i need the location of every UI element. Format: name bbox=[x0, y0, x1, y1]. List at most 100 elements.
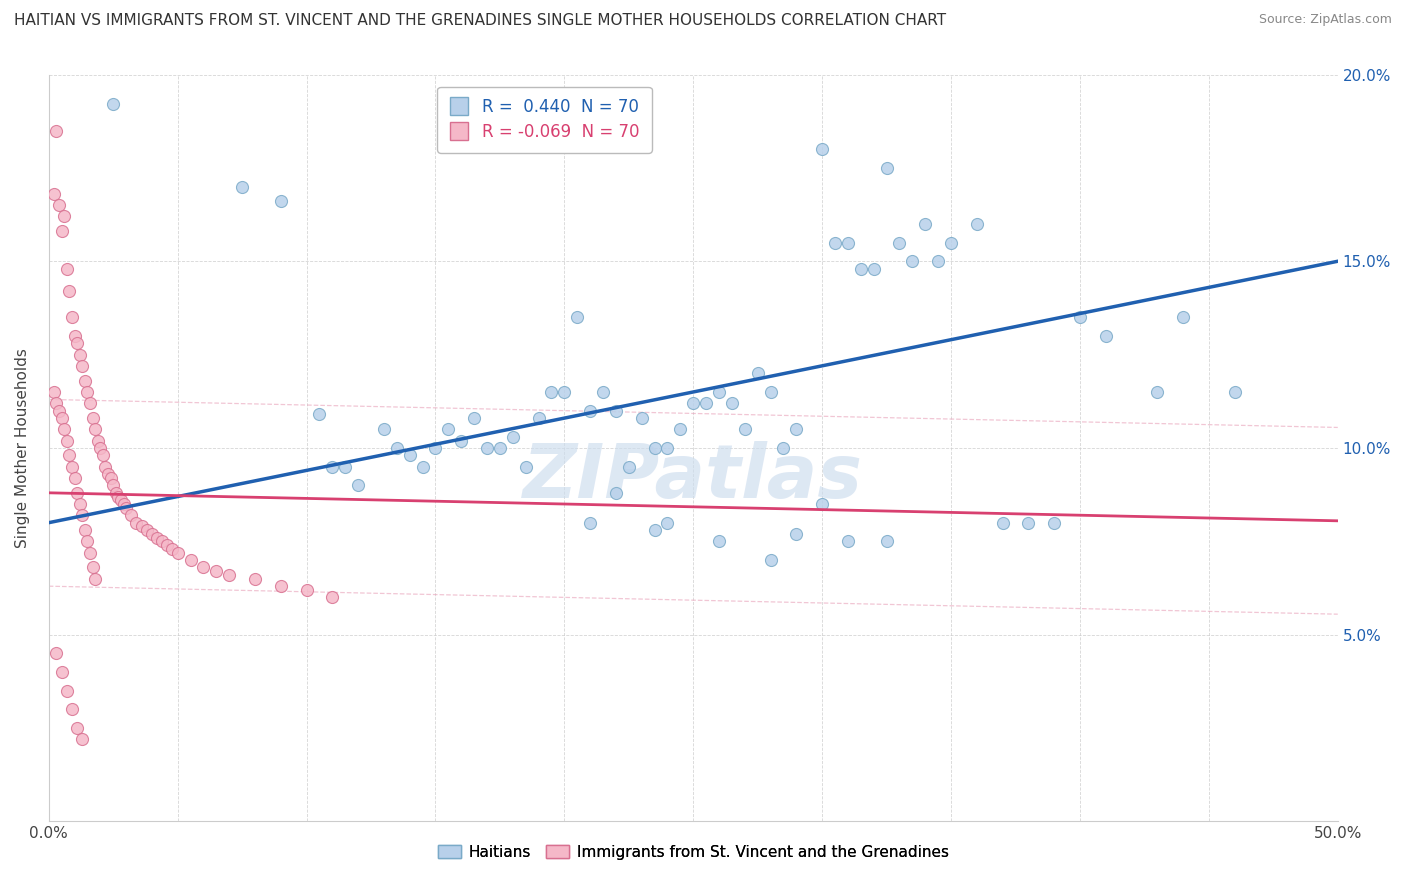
Point bbox=[540, 384, 562, 399]
Point bbox=[69, 497, 91, 511]
Point bbox=[82, 560, 104, 574]
Point bbox=[243, 572, 266, 586]
Point bbox=[811, 142, 834, 156]
Point bbox=[837, 534, 859, 549]
Point bbox=[321, 459, 343, 474]
Point bbox=[84, 422, 107, 436]
Point bbox=[567, 310, 589, 325]
Point bbox=[914, 217, 936, 231]
Point bbox=[759, 384, 782, 399]
Point bbox=[51, 665, 73, 679]
Point bbox=[79, 545, 101, 559]
Text: ZIPatlas: ZIPatlas bbox=[523, 442, 863, 515]
Point bbox=[56, 261, 79, 276]
Point bbox=[1146, 384, 1168, 399]
Point bbox=[193, 560, 215, 574]
Point bbox=[97, 467, 120, 482]
Legend: Haitians, Immigrants from St. Vincent and the Grenadines: Haitians, Immigrants from St. Vincent an… bbox=[432, 838, 955, 866]
Point bbox=[605, 485, 627, 500]
Point bbox=[617, 459, 640, 474]
Point bbox=[515, 459, 537, 474]
Point bbox=[1171, 310, 1194, 325]
Point bbox=[72, 359, 94, 373]
Point bbox=[849, 261, 872, 276]
Point bbox=[63, 471, 86, 485]
Point bbox=[295, 582, 318, 597]
Y-axis label: Single Mother Households: Single Mother Households bbox=[15, 348, 30, 548]
Point bbox=[373, 422, 395, 436]
Point bbox=[84, 572, 107, 586]
Point bbox=[308, 408, 330, 422]
Point bbox=[51, 411, 73, 425]
Point bbox=[66, 485, 89, 500]
Point bbox=[125, 516, 148, 530]
Point bbox=[53, 210, 76, 224]
Point bbox=[56, 434, 79, 448]
Point bbox=[79, 396, 101, 410]
Point bbox=[437, 422, 460, 436]
Point bbox=[824, 235, 846, 250]
Point bbox=[120, 508, 142, 523]
Point bbox=[1069, 310, 1091, 325]
Point bbox=[162, 541, 184, 556]
Point bbox=[837, 235, 859, 250]
Point bbox=[58, 284, 80, 298]
Point bbox=[103, 478, 125, 492]
Point bbox=[141, 527, 163, 541]
Point bbox=[412, 459, 434, 474]
Text: HAITIAN VS IMMIGRANTS FROM ST. VINCENT AND THE GRENADINES SINGLE MOTHER HOUSEHOL: HAITIAN VS IMMIGRANTS FROM ST. VINCENT A… bbox=[14, 13, 946, 29]
Point bbox=[107, 490, 129, 504]
Point bbox=[785, 422, 807, 436]
Point bbox=[180, 553, 202, 567]
Point bbox=[205, 564, 228, 578]
Point bbox=[707, 534, 730, 549]
Point bbox=[553, 384, 575, 399]
Point bbox=[66, 336, 89, 351]
Point bbox=[73, 374, 96, 388]
Point bbox=[644, 441, 666, 455]
Point bbox=[734, 422, 756, 436]
Point bbox=[94, 459, 117, 474]
Point bbox=[385, 441, 408, 455]
Point bbox=[772, 441, 794, 455]
Point bbox=[592, 384, 614, 399]
Point bbox=[63, 329, 86, 343]
Point bbox=[889, 235, 911, 250]
Point bbox=[48, 198, 70, 212]
Point bbox=[51, 224, 73, 238]
Point bbox=[657, 441, 679, 455]
Point bbox=[475, 441, 498, 455]
Point bbox=[89, 441, 111, 455]
Point bbox=[135, 523, 157, 537]
Point bbox=[463, 411, 485, 425]
Point bbox=[644, 523, 666, 537]
Point bbox=[605, 403, 627, 417]
Point bbox=[56, 683, 79, 698]
Point bbox=[876, 534, 898, 549]
Point bbox=[45, 396, 67, 410]
Point bbox=[150, 534, 173, 549]
Point bbox=[1017, 516, 1039, 530]
Point bbox=[91, 449, 114, 463]
Point bbox=[218, 568, 240, 582]
Point bbox=[450, 434, 472, 448]
Point bbox=[1094, 329, 1116, 343]
Point bbox=[901, 254, 924, 268]
Text: Source: ZipAtlas.com: Source: ZipAtlas.com bbox=[1258, 13, 1392, 27]
Point bbox=[785, 527, 807, 541]
Point bbox=[939, 235, 962, 250]
Point bbox=[73, 523, 96, 537]
Point bbox=[131, 519, 153, 533]
Point bbox=[682, 396, 704, 410]
Point bbox=[146, 531, 169, 545]
Point bbox=[630, 411, 652, 425]
Point bbox=[811, 497, 834, 511]
Point bbox=[112, 497, 135, 511]
Point bbox=[60, 702, 83, 716]
Point bbox=[100, 471, 122, 485]
Point bbox=[527, 411, 550, 425]
Point bbox=[48, 403, 70, 417]
Point bbox=[156, 538, 179, 552]
Point bbox=[231, 179, 253, 194]
Point bbox=[42, 384, 65, 399]
